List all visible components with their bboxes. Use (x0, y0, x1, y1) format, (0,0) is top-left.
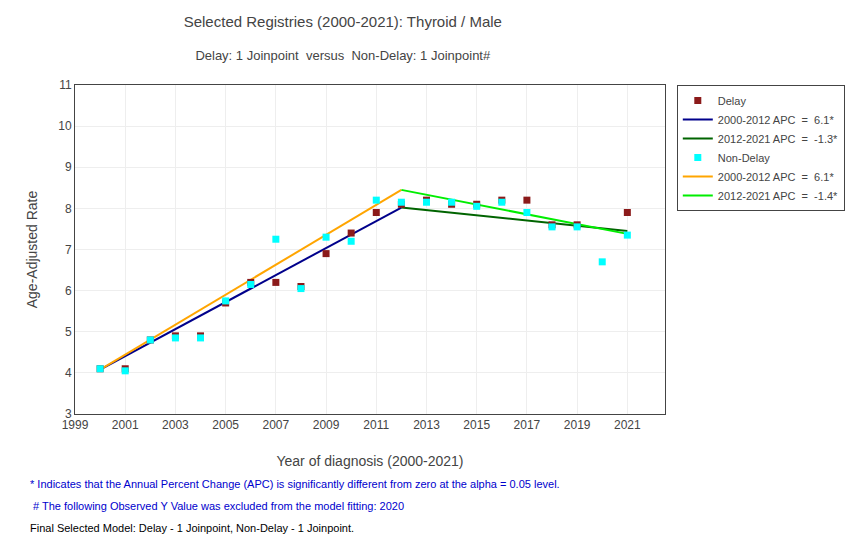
svg-text:8: 8 (65, 202, 72, 216)
svg-text:6: 6 (65, 284, 72, 298)
svg-text:3: 3 (65, 407, 72, 421)
svg-text:Delay: Delay (718, 95, 747, 107)
svg-text:2000-2012 APC = 6.1*: 2000-2012 APC = 6.1* (718, 171, 835, 183)
svg-text:2001: 2001 (112, 418, 139, 432)
svg-text:2019: 2019 (564, 418, 591, 432)
svg-text:10: 10 (58, 119, 72, 133)
svg-text:2021: 2021 (614, 418, 641, 432)
svg-text:9: 9 (65, 160, 72, 174)
svg-text:2012-2021 APC = -1.4*: 2012-2021 APC = -1.4* (718, 190, 838, 202)
svg-text:5: 5 (65, 325, 72, 339)
svg-text:Final Selected Model: Delay -: Final Selected Model: Delay - 1 Joinpoin… (30, 522, 354, 534)
svg-text:2009: 2009 (313, 418, 340, 432)
svg-text:2000-2012 APC = 6.1*: 2000-2012 APC = 6.1* (718, 114, 835, 126)
svg-text:Non-Delay: Non-Delay (718, 152, 770, 164)
svg-text:2011: 2011 (363, 418, 389, 432)
svg-text:Selected Registries (2000-2021: Selected Registries (2000-2021): Thyroid… (184, 13, 502, 30)
svg-text:4: 4 (65, 366, 72, 380)
svg-text:# The following Observed Y Val: # The following Observed Y Value was exc… (30, 500, 404, 512)
svg-text:2007: 2007 (262, 418, 289, 432)
svg-text:2012-2021 APC = -1.3*: 2012-2021 APC = -1.3* (718, 133, 838, 145)
svg-text:11: 11 (59, 78, 72, 92)
svg-text:7: 7 (65, 243, 72, 257)
svg-text:Delay: 1 Joinpoint versus No: Delay: 1 Joinpoint versus Non-Delay: 1 J… (195, 48, 491, 63)
svg-text:Year of diagnosis (2000-2021): Year of diagnosis (2000-2021) (276, 453, 463, 469)
svg-text:2015: 2015 (463, 418, 490, 432)
svg-text:2013: 2013 (413, 418, 440, 432)
svg-text:2003: 2003 (162, 418, 189, 432)
svg-text:* Indicates that the Annual Pe: * Indicates that the Annual Percent Chan… (30, 478, 560, 490)
svg-text:2017: 2017 (514, 418, 541, 432)
svg-text:Age-Adjusted Rate: Age-Adjusted Rate (24, 191, 40, 309)
svg-text:2005: 2005 (212, 418, 239, 432)
svg-text:1999: 1999 (62, 418, 89, 432)
